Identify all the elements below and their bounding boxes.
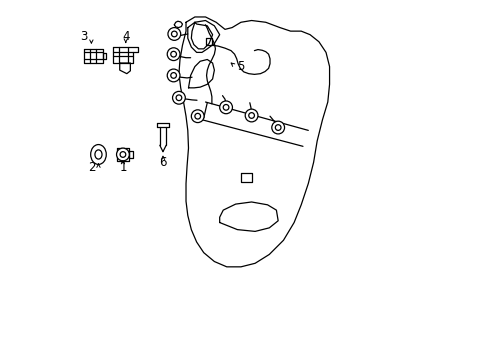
Circle shape [167,48,180,60]
Circle shape [171,31,177,37]
Circle shape [275,125,281,130]
Text: 3: 3 [81,30,88,43]
Circle shape [244,109,258,122]
Text: 6: 6 [159,157,166,170]
Text: 2: 2 [87,161,95,174]
Circle shape [248,113,254,118]
Circle shape [167,69,180,82]
Circle shape [176,95,182,100]
Text: 4: 4 [122,30,129,43]
Circle shape [116,148,129,161]
Circle shape [167,28,181,40]
Circle shape [219,101,232,114]
Circle shape [170,51,176,57]
Ellipse shape [90,145,106,165]
Circle shape [120,152,125,157]
Text: 1: 1 [119,161,126,174]
Circle shape [223,104,228,110]
Text: 5: 5 [236,60,244,73]
Circle shape [191,110,203,122]
Circle shape [271,121,284,134]
Circle shape [195,113,200,119]
Circle shape [172,91,185,104]
Circle shape [170,73,176,78]
Ellipse shape [95,150,102,159]
